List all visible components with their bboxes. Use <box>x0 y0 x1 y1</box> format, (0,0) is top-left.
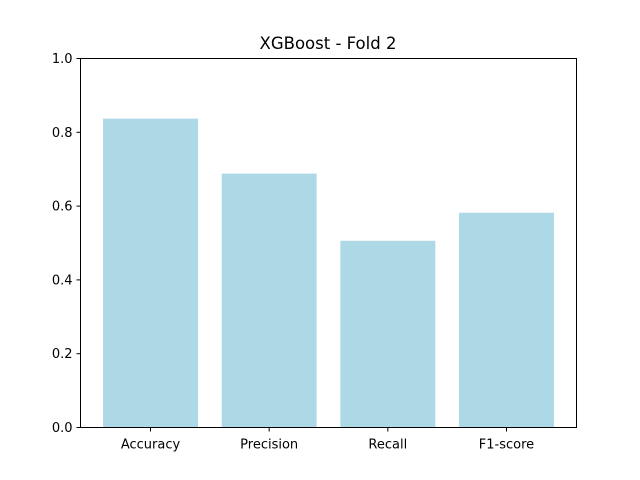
y-tick-label-5: 1.0 <box>52 52 73 67</box>
bar-accuracy <box>103 118 198 428</box>
x-tick-label-precision: Precision <box>240 438 298 453</box>
bar-recall <box>340 240 436 428</box>
chart-title: XGBoost - Fold 2 <box>260 34 397 53</box>
y-tick-label-2: 0.4 <box>52 273 73 288</box>
y-axis: 0.0 0.2 0.4 0.6 0.8 1.0 <box>52 52 81 436</box>
x-tick-label-accuracy: Accuracy <box>121 438 181 453</box>
y-tick-label-1: 0.2 <box>52 347 73 362</box>
x-tick-label-f1-score: F1-score <box>479 438 534 453</box>
bars-group <box>103 118 554 428</box>
y-tick-label-3: 0.6 <box>52 200 73 215</box>
bar-f1-score <box>459 212 554 428</box>
y-tick-label-4: 0.8 <box>52 126 73 141</box>
bar-precision <box>221 173 317 428</box>
x-axis: Accuracy Precision Recall F1-score <box>121 427 534 453</box>
x-tick-label-recall: Recall <box>368 438 407 453</box>
plot-frame <box>80 58 577 428</box>
y-tick-label-0: 0.0 <box>52 421 73 436</box>
